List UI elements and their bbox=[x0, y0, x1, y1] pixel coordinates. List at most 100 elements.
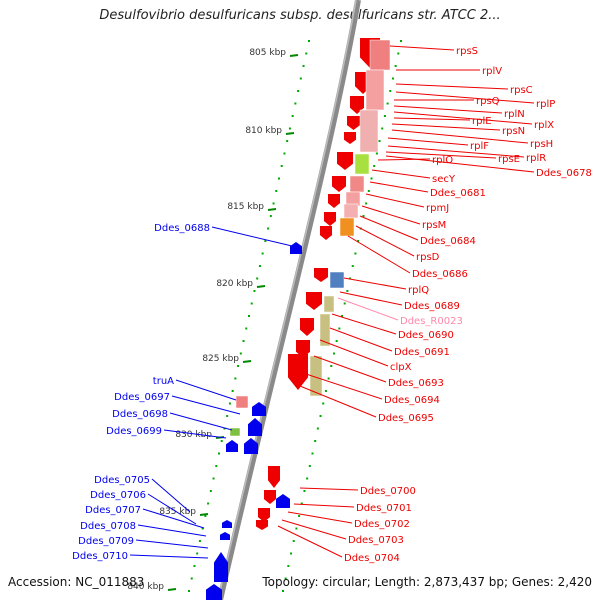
gene-label-left[interactable]: Ddes_0705 bbox=[94, 475, 150, 486]
gene-label-left[interactable]: Ddes_0699 bbox=[106, 426, 162, 437]
gene-leader-line bbox=[142, 508, 205, 529]
gene-label-right[interactable]: Ddes_0693 bbox=[388, 378, 444, 389]
right-track-dot bbox=[282, 590, 284, 592]
gene-label-right[interactable]: Ddes_0700 bbox=[360, 486, 416, 497]
gene-label-right[interactable]: Ddes_0690 bbox=[398, 330, 454, 341]
right-track-dot bbox=[389, 90, 392, 92]
gene-leader-line bbox=[169, 412, 233, 431]
gene-leader-line bbox=[331, 313, 397, 335]
gene-block bbox=[229, 427, 241, 437]
gene-label-right[interactable]: Ddes_0686 bbox=[412, 269, 468, 280]
gene-label-right[interactable]: rplF bbox=[470, 141, 489, 152]
gene-label-left[interactable]: Ddes_0708 bbox=[80, 521, 136, 532]
topology-summary: Topology: circular; Length: 2,873,437 bp… bbox=[262, 575, 592, 589]
gene-label-left[interactable]: Ddes_0698 bbox=[112, 409, 168, 420]
tick-mark bbox=[256, 285, 266, 288]
left-track-dot bbox=[280, 165, 283, 167]
gene-label-right[interactable]: rpmJ bbox=[426, 203, 449, 214]
right-track-dot bbox=[311, 452, 314, 455]
left-track-dot bbox=[248, 315, 250, 317]
gene-label-right[interactable]: Ddes_0701 bbox=[356, 503, 412, 514]
gene-label-right[interactable]: rpsQ bbox=[476, 96, 500, 107]
gene-arrow-left-strand bbox=[276, 494, 290, 508]
gene-label-right[interactable]: rplQ bbox=[408, 285, 429, 296]
gene-label-right[interactable]: rpsN bbox=[502, 126, 525, 137]
gene-label-right[interactable]: secY bbox=[432, 174, 456, 185]
gene-label-left[interactable]: truA bbox=[153, 376, 174, 387]
gene-label-right[interactable]: rplR bbox=[526, 153, 546, 164]
gene-label-right[interactable]: Ddes_0703 bbox=[348, 535, 404, 546]
gene-label-right[interactable]: rpsH bbox=[530, 139, 553, 150]
gene-label-right[interactable]: rpsS bbox=[456, 46, 478, 57]
gene-leader-line bbox=[211, 226, 293, 247]
gene-leader-line bbox=[281, 519, 347, 540]
gene-label-right[interactable]: rplP bbox=[536, 99, 555, 110]
tick-label: 810 kbp bbox=[245, 126, 282, 136]
gene-label-left[interactable]: Ddes_0706 bbox=[90, 490, 146, 501]
gene-label-right[interactable]: rplX bbox=[534, 120, 554, 131]
gene-label-right[interactable]: Ddes_0704 bbox=[344, 553, 400, 564]
gene-label-right[interactable]: rpsM bbox=[422, 220, 446, 231]
right-track-dot bbox=[373, 165, 376, 167]
gene-label-left[interactable]: Ddes_0697 bbox=[114, 392, 170, 403]
left-track-dot bbox=[299, 77, 302, 80]
gene-label-right[interactable]: rplV bbox=[482, 66, 502, 77]
gene-leader-line bbox=[329, 327, 393, 352]
gene-leader-line bbox=[319, 339, 389, 367]
gene-leader-line bbox=[395, 91, 535, 104]
gene-arrow-left-strand bbox=[222, 520, 232, 528]
gene-label-right[interactable]: rplO bbox=[432, 155, 453, 166]
gene-label-left[interactable]: Ddes_0707 bbox=[85, 505, 141, 516]
gene-label-right[interactable]: Ddes_0684 bbox=[420, 236, 476, 247]
gene-label-right[interactable]: Ddes_0678 bbox=[536, 168, 592, 179]
gene-leader-line bbox=[313, 355, 387, 383]
gene-block bbox=[369, 39, 391, 71]
tick-mark bbox=[242, 360, 252, 363]
right-track-dot bbox=[381, 127, 384, 130]
tick-label: 835 kbp bbox=[159, 507, 196, 517]
gene-label-left[interactable]: Ddes_0688 bbox=[154, 223, 210, 234]
gene-label-right[interactable]: Ddes_0681 bbox=[430, 188, 486, 199]
gene-leader-line bbox=[387, 137, 469, 146]
right-track-dot bbox=[298, 515, 301, 517]
gene-leader-line bbox=[337, 297, 399, 321]
right-track-dot bbox=[300, 502, 303, 505]
right-track-dot bbox=[303, 490, 306, 492]
right-track-dot bbox=[322, 402, 325, 405]
tick-mark bbox=[267, 208, 277, 211]
left-track-dot bbox=[215, 465, 218, 467]
gene-label-left[interactable]: Ddes_0709 bbox=[78, 536, 134, 547]
gene-arrow-right-strand bbox=[350, 96, 364, 114]
gene-label-right[interactable]: clpX bbox=[390, 362, 412, 373]
gene-label-right[interactable]: rplN bbox=[504, 109, 525, 120]
left-track-dot bbox=[228, 402, 231, 405]
left-track-dot bbox=[291, 115, 294, 117]
gene-label-right[interactable]: Ddes_0689 bbox=[404, 301, 460, 312]
gene-label-right[interactable]: Ddes_0702 bbox=[354, 519, 410, 530]
tick-label: 825 kbp bbox=[202, 354, 239, 364]
gene-label-right[interactable]: Ddes_R0023 bbox=[400, 316, 463, 327]
right-track-dot bbox=[349, 277, 352, 280]
gene-label-right[interactable]: rplE bbox=[472, 116, 492, 127]
right-track-dot bbox=[362, 215, 365, 217]
left-track-dot bbox=[226, 415, 229, 417]
gene-label-right[interactable]: Ddes_0695 bbox=[378, 413, 434, 424]
gene-leader-line bbox=[339, 291, 403, 306]
tick-mark bbox=[285, 132, 295, 135]
gene-label-right[interactable]: rpsD bbox=[416, 252, 440, 263]
gene-label-right[interactable]: Ddes_0694 bbox=[384, 395, 440, 406]
gene-label-right[interactable]: rpsC bbox=[510, 85, 533, 96]
gene-label-right[interactable]: rpsE bbox=[498, 154, 520, 165]
gene-leader-line bbox=[355, 225, 415, 257]
right-track-dot bbox=[346, 290, 349, 292]
tick-label: 830 kbp bbox=[175, 430, 212, 440]
gene-leader-line bbox=[371, 169, 431, 179]
left-track-dot bbox=[305, 52, 308, 55]
gene-label-left[interactable]: Ddes_0710 bbox=[72, 551, 128, 562]
gene-label-right[interactable]: Ddes_0691 bbox=[394, 347, 450, 358]
gene-leader-line bbox=[393, 117, 471, 121]
tick-label: 815 kbp bbox=[227, 202, 264, 212]
left-track-dot bbox=[212, 477, 215, 480]
